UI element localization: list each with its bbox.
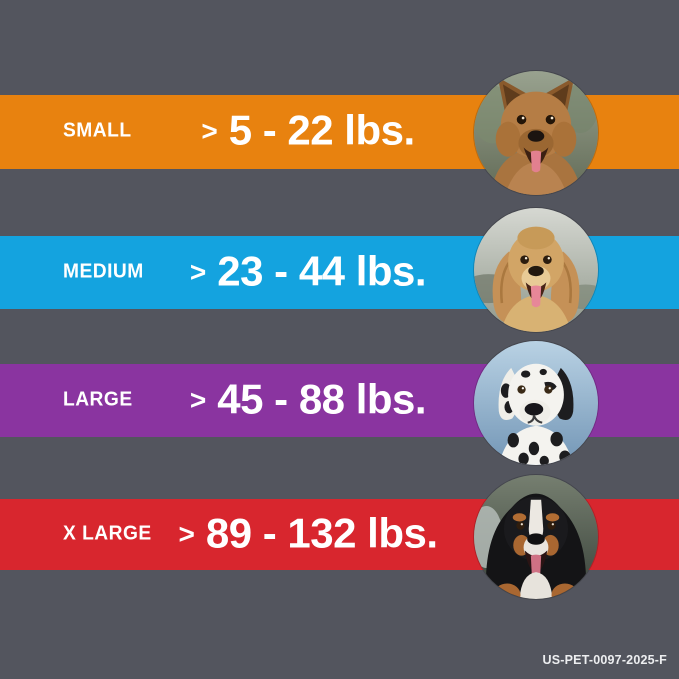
- weight-range-xlarge: >89 - 132 lbs.: [150, 509, 466, 557]
- weight-range-large: >45 - 88 lbs.: [150, 375, 466, 423]
- size-label-large: LARGE: [63, 388, 133, 411]
- product-code-label: US-PET-0097-2025-F: [542, 653, 667, 667]
- xlarge-dog-photo-bernese-icon: [474, 475, 598, 599]
- size-label-small: SMALL: [63, 119, 132, 142]
- weight-range-small: >5 - 22 lbs.: [150, 107, 466, 155]
- small-dog-photo-terrier-icon: [474, 71, 598, 195]
- weight-range-text: 89 - 132 lbs.: [205, 509, 438, 557]
- size-label-medium: MEDIUM: [63, 260, 144, 283]
- greater-than-symbol: >: [189, 256, 207, 288]
- weight-range-text: 45 - 88 lbs.: [217, 375, 427, 423]
- weight-range-text: 5 - 22 lbs.: [228, 106, 415, 154]
- greater-than-symbol: >: [189, 384, 207, 416]
- weight-range-medium: >23 - 44 lbs.: [150, 247, 466, 295]
- large-dog-photo-dalmatian-icon: [474, 341, 598, 465]
- weight-range-text: 23 - 44 lbs.: [217, 247, 427, 295]
- greater-than-symbol: >: [201, 115, 218, 147]
- medium-dog-photo-cocker-spaniel-icon: [474, 208, 598, 332]
- size-label-xlarge: X LARGE: [63, 522, 152, 545]
- greater-than-symbol: >: [178, 518, 195, 550]
